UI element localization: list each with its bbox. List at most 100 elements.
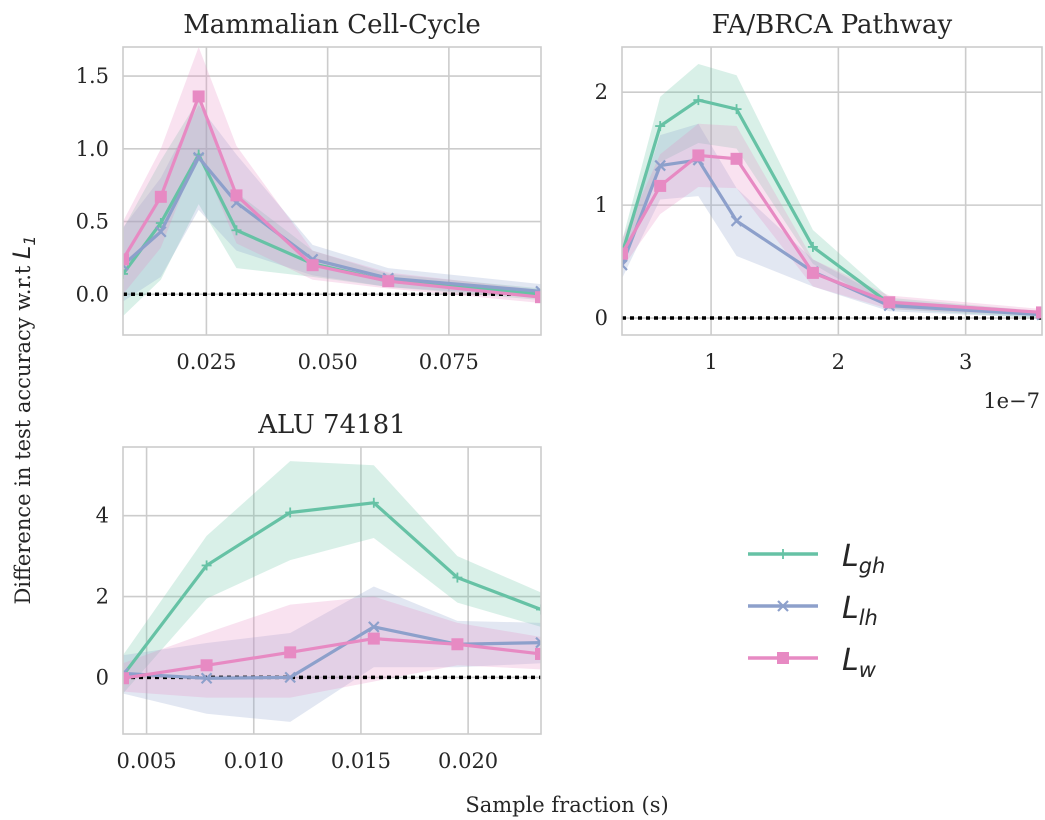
series-line-lh [123,625,541,680]
data-point-w [306,259,319,272]
data-point-gh [655,121,666,132]
data-point-w [284,646,297,659]
legend-label: Llh [842,591,878,630]
data-point-w [123,672,129,685]
data-point-gh [231,225,242,236]
legend-label-symbol: L [842,643,859,678]
data-point-gh [201,560,212,571]
legend-label-symbol: L [842,591,859,626]
band-lh [123,586,541,722]
data-point-w [154,190,167,203]
legend-label-subscript: w [859,658,877,682]
y-tick-label: 2 [595,80,608,104]
subplot-3: 0.005 0.010 0.015 0.020 0 2 4 ALU 74181 [96,410,542,773]
band-gh [622,63,1042,319]
data-point-w [622,247,628,260]
data-point-w [806,266,819,279]
data-point-lh [535,636,541,649]
data-point-w [382,275,395,288]
grid [123,47,541,335]
legend-entry-gh: Lgh [748,539,885,578]
axes-frame [122,446,542,735]
legend-marker [777,652,789,664]
x-tick-label: 0.025 [176,350,236,374]
x-tick-label: 0.015 [331,749,391,773]
y-axis-label-text: Difference in test accuracy w.r.t [11,259,35,605]
data-point-gh [536,604,541,615]
data-point-lh [200,672,213,684]
y-tick-label: 1 [595,193,608,217]
subplot-title: FA/BRCA Pathway [712,10,953,40]
data-point-lh [192,151,205,164]
data-point-w [535,647,541,660]
y-tick-label: 1.5 [76,64,109,88]
data-point-lh [730,215,743,227]
band-lh [123,105,541,302]
y-tick-label: 1.0 [76,137,109,161]
subplot-1: 0.025 0.050 0.075 0.0 0.5 1.0 1.5 Mammalian Cel… [76,10,542,374]
legend-label-subscript: lh [859,606,878,630]
legend-label: Lw [842,643,877,682]
data-point-lh [654,159,666,172]
data-point-w [730,152,743,165]
legend-entry-lh: Llh [748,591,878,630]
x-tick-label: 0.020 [438,749,498,773]
band-gh [123,461,541,694]
y-tick-label: 0.0 [76,282,109,306]
subplot-2: 1 2 3 0 1 2 FA/BRCA Pathway 1e−7 [595,10,1043,413]
data-point-w [123,253,129,266]
subplot-title: Mammalian Cell-Cycle [183,10,481,40]
data-point-lh [155,225,167,238]
subplots: 0.025 0.050 0.075 0.0 0.5 1.0 1.5 Mammalian Cel… [76,10,1043,773]
data-point-lh [622,259,628,271]
data-point-lh [284,671,296,684]
data-point-gh [731,104,742,115]
x-tick-label: 0.005 [117,749,177,773]
x-offset-text: 1e−7 [983,389,1040,413]
plot-area [622,63,1042,321]
plot-area [123,47,541,317]
data-point-w [230,189,243,202]
axes-frame [621,46,1043,336]
data-point-gh [807,241,818,252]
data-point-gh [693,95,704,106]
data-point-gh [368,497,379,508]
legend-entry-w: Lw [748,643,877,682]
data-point-w [200,659,213,672]
axes-frame [122,46,542,336]
series-line-w [123,636,541,680]
data-point-w [883,296,896,309]
data-point-gh [452,572,463,583]
y-tick-label: 0.5 [76,210,109,234]
data-point-w [692,149,705,162]
data-point-w [367,632,380,645]
data-point-gh [285,507,296,518]
subplot-title: ALU 74181 [257,410,406,440]
band-w [622,123,1042,316]
x-tick-label: 0.075 [419,350,479,374]
legend-label-subscript: gh [859,554,886,578]
shared-y-axis-label: Difference in test accuracy w.r.t L1 [8,235,39,604]
legend-marker [777,600,789,612]
band-lh [622,123,1042,319]
x-tick-label: 0.010 [224,749,284,773]
legend-label-symbol: L [842,539,859,574]
x-tick-label: 2 [832,350,845,374]
data-point-w [1036,306,1042,319]
data-point-w [535,291,541,304]
y-tick-label: 0 [96,665,109,689]
x-tick-label: 3 [959,350,972,374]
y-tick-label: 2 [96,585,109,609]
data-point-w [654,179,667,192]
data-point-w [451,638,464,651]
x-tick-label: 1 [704,350,717,374]
x-tick-label: 0.050 [298,350,358,374]
y-tick-label: 4 [96,504,109,528]
data-point-w [192,90,205,103]
series-line-gh [123,501,541,677]
shared-x-axis-label: Sample fraction (s) [465,793,668,817]
legend-label: Lgh [842,539,885,578]
y-axis-label-symbol: L [8,246,36,259]
